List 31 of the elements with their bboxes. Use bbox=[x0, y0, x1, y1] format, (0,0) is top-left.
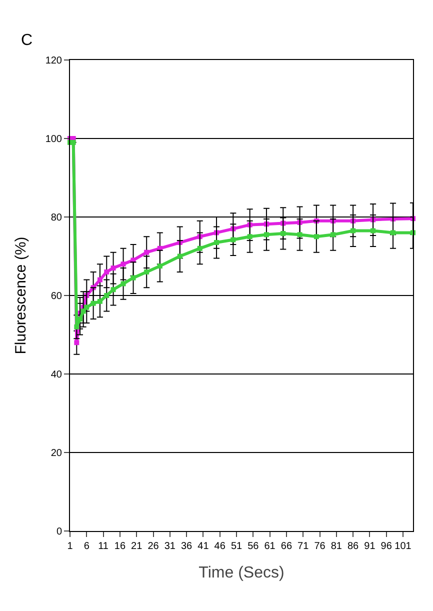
x-tick-label: 56 bbox=[248, 541, 260, 552]
x-tick-label: 61 bbox=[264, 541, 276, 552]
y-tick-label: 20 bbox=[50, 448, 62, 459]
text: C bbox=[21, 32, 33, 49]
y-tick-label: 120 bbox=[45, 56, 62, 66]
x-tick-label: 41 bbox=[198, 541, 210, 552]
x-tick-label: 91 bbox=[364, 541, 376, 552]
y-tick-label: 0 bbox=[56, 526, 62, 538]
x-tick-label: 36 bbox=[180, 541, 193, 552]
x-axis-title: Time (Secs) bbox=[198, 564, 284, 582]
x-tick-label: 11 bbox=[98, 541, 109, 552]
x-tick-label: 81 bbox=[330, 541, 342, 552]
x-tick-label: 51 bbox=[230, 541, 242, 552]
y-axis-title: Fluorescence (%) bbox=[12, 236, 30, 354]
y-tick-label: 100 bbox=[45, 134, 62, 145]
x-tick-label: 76 bbox=[314, 541, 326, 552]
x-tick-label: 71 bbox=[298, 541, 310, 552]
x-tick-label: 86 bbox=[347, 541, 360, 552]
y-tick-label: 60 bbox=[50, 291, 62, 302]
x-tick-label: 26 bbox=[148, 541, 160, 552]
y-tick-label: 40 bbox=[50, 370, 62, 380]
x-tick-label: 66 bbox=[280, 541, 292, 552]
x-tick-label: 31 bbox=[164, 541, 176, 552]
x-tick-label: 1 bbox=[67, 541, 74, 552]
x-tick-label: 16 bbox=[114, 541, 126, 552]
x-tick-label: 21 bbox=[131, 541, 143, 552]
x-tick-label: 96 bbox=[380, 541, 392, 552]
x-tick-label: 101 bbox=[394, 541, 412, 552]
x-tick-label: 46 bbox=[214, 541, 226, 552]
y-tick-label: 80 bbox=[50, 212, 62, 224]
x-tick-label: 6 bbox=[84, 541, 90, 552]
